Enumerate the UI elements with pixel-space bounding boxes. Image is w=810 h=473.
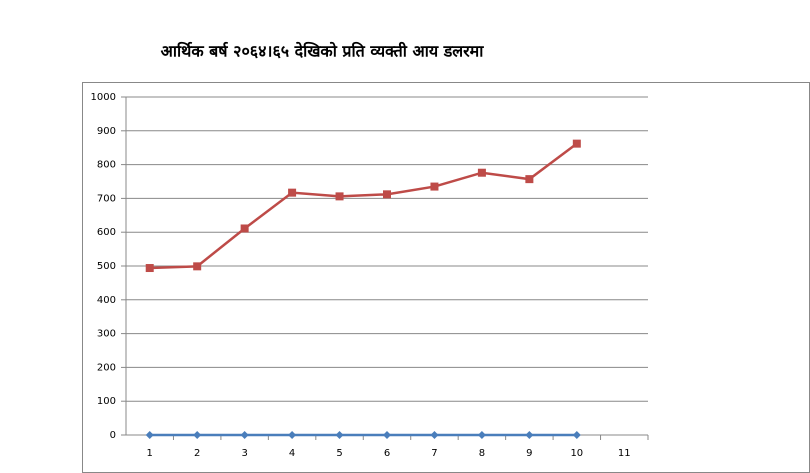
chart-title: आर्थिक बर्ष २०६४।६५ देखिको प्रति व्यक्ती…: [161, 42, 485, 61]
point-marker: [335, 192, 344, 201]
point-marker: [525, 175, 534, 184]
point-marker: [240, 224, 249, 233]
x-tick-label: 5: [336, 448, 342, 459]
x-tick-label: 3: [241, 448, 247, 459]
y-tick-label: 400: [97, 295, 116, 306]
series-line: [149, 142, 578, 270]
point-marker: [145, 264, 154, 273]
x-tick-label: 6: [384, 448, 390, 459]
x-tick-label: 11: [618, 448, 631, 459]
point-marker: [572, 139, 581, 148]
point-marker: [383, 431, 391, 439]
point-marker: [477, 431, 486, 439]
point-marker: [240, 431, 249, 439]
point-marker: [430, 182, 439, 191]
point-marker: [525, 431, 534, 439]
x-tick-label: 10: [570, 448, 583, 459]
point-marker: [193, 431, 202, 439]
y-tick-label: 500: [97, 261, 116, 272]
point-marker: [145, 431, 154, 439]
point-marker: [572, 431, 581, 439]
point-marker: [383, 190, 391, 199]
x-tick-label: 9: [526, 448, 532, 459]
x-tick-label: 4: [289, 448, 295, 459]
point-marker: [430, 431, 439, 439]
y-tick-label: 900: [97, 126, 116, 137]
y-tick-label: 600: [97, 227, 116, 238]
y-tick-label: 100: [97, 396, 116, 407]
point-marker: [193, 262, 202, 271]
y-tick-label: 0: [110, 430, 116, 441]
x-tick-label: 1: [147, 448, 153, 459]
y-tick-label: 800: [97, 160, 116, 171]
point-marker: [288, 431, 297, 439]
y-tick-label: 300: [97, 329, 116, 340]
y-tick-label: 200: [97, 362, 116, 373]
y-tick-label: 700: [97, 193, 116, 204]
point-marker: [288, 188, 297, 197]
x-tick-label: 8: [479, 448, 485, 459]
x-tick-label: 2: [194, 448, 200, 459]
chart-frame: [82, 82, 810, 473]
y-tick-label: 1000: [91, 92, 116, 103]
x-tick-label: 7: [431, 448, 437, 459]
point-marker: [335, 431, 344, 439]
point-marker: [477, 168, 486, 177]
